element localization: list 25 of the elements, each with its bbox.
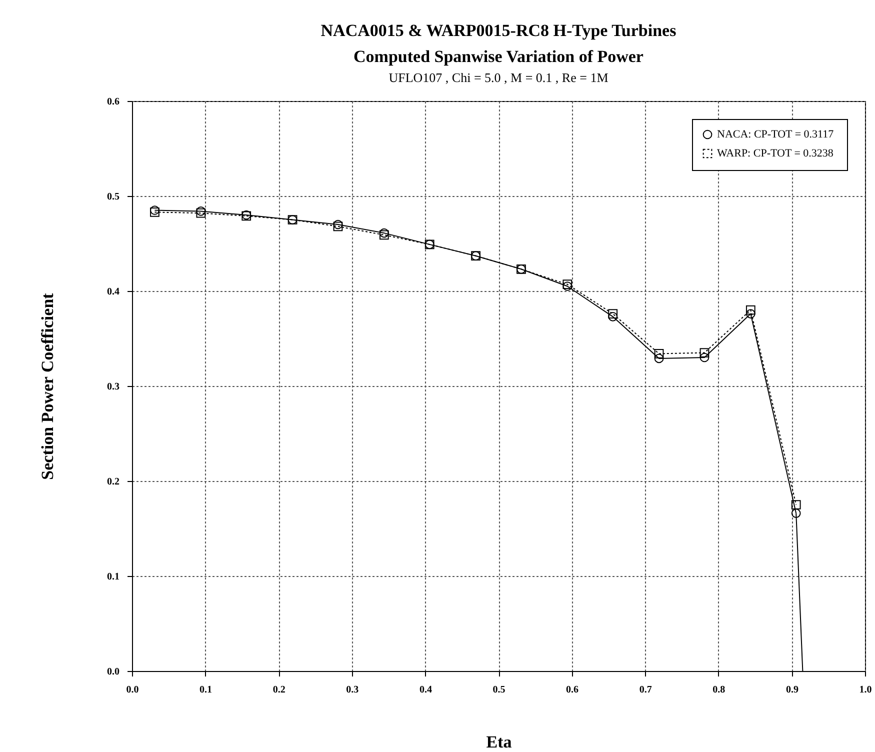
- legend-label: WARP: CP-TOT = 0.3238: [717, 148, 834, 160]
- x-axis-title: Eta: [486, 732, 512, 752]
- y-tick-label: 0.2: [107, 476, 120, 488]
- chart-title: NACA0015 & WARP0015-RC8 H-Type Turbines: [320, 21, 677, 40]
- y-tick-label: 0.5: [107, 192, 120, 202]
- y-tick-label: 0.0: [107, 666, 120, 678]
- y-tick-label: 0.6: [107, 96, 120, 108]
- y-tick-label: 0.3: [107, 382, 120, 392]
- x-tick-label: 0.4: [419, 684, 432, 696]
- y-tick-label: 0.1: [107, 572, 120, 582]
- x-tick-label: 0.6: [566, 684, 579, 696]
- x-tick-label: 0.8: [712, 684, 726, 696]
- legend-label: NACA: CP-TOT = 0.3117: [717, 128, 834, 140]
- text: UFLO107 , Chi = 5.0 , M = 0.1 , Re = 1M: [388, 70, 609, 85]
- x-tick-label: 0.1: [200, 684, 212, 696]
- x-tick-label: 0.2: [272, 684, 286, 696]
- y-tick-label: 0.4: [107, 286, 120, 298]
- x-tick-label: 0.0: [126, 684, 139, 696]
- x-tick-label: 0.7: [639, 684, 652, 696]
- y-axis-title: Section Power Coefficient: [38, 292, 57, 480]
- x-tick-label: 0.5: [492, 684, 506, 696]
- chart-subtitle: Computed Spanwise Variation of Power: [354, 47, 644, 66]
- x-tick-label: 0.9: [786, 684, 798, 696]
- x-tick-label: 0.3: [346, 684, 359, 696]
- x-tick-label: 1.0: [859, 684, 872, 696]
